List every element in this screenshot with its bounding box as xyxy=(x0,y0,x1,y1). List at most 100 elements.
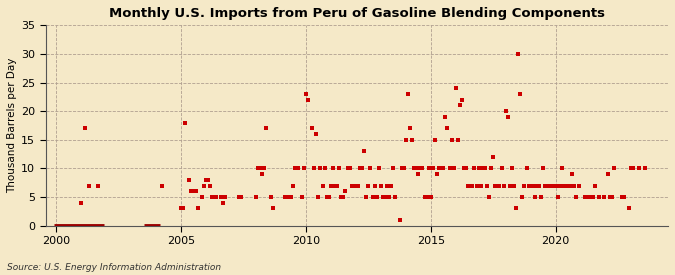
Point xyxy=(513,52,524,56)
Point xyxy=(211,195,222,199)
Point xyxy=(506,166,517,170)
Point xyxy=(548,183,559,188)
Point xyxy=(625,166,636,170)
Point xyxy=(198,183,209,188)
Point xyxy=(588,195,599,199)
Point xyxy=(463,183,474,188)
Point xyxy=(365,166,376,170)
Point xyxy=(317,183,328,188)
Point xyxy=(338,195,349,199)
Point xyxy=(477,166,488,170)
Point xyxy=(205,183,215,188)
Point xyxy=(552,195,563,199)
Point xyxy=(509,183,520,188)
Point xyxy=(176,206,186,211)
Point xyxy=(450,86,461,90)
Point xyxy=(313,195,324,199)
Point xyxy=(609,166,620,170)
Point xyxy=(484,195,495,199)
Point xyxy=(598,195,609,199)
Point xyxy=(331,183,342,188)
Point xyxy=(300,92,311,96)
Point xyxy=(511,206,522,211)
Point xyxy=(459,166,470,170)
Point xyxy=(325,183,336,188)
Point xyxy=(336,195,347,199)
Point xyxy=(202,178,213,182)
Point xyxy=(559,183,570,188)
Point xyxy=(456,98,467,102)
Point xyxy=(419,195,430,199)
Point xyxy=(634,166,645,170)
Point xyxy=(361,195,372,199)
Text: Source: U.S. Energy Information Administration: Source: U.S. Energy Information Administ… xyxy=(7,263,221,272)
Point xyxy=(207,195,217,199)
Point xyxy=(284,195,295,199)
Point xyxy=(371,195,382,199)
Point xyxy=(469,166,480,170)
Point xyxy=(461,166,472,170)
Point xyxy=(261,126,272,131)
Point xyxy=(157,183,167,188)
Point xyxy=(604,195,615,199)
Point xyxy=(567,172,578,176)
Point xyxy=(475,183,486,188)
Point xyxy=(421,195,432,199)
Point xyxy=(394,218,405,222)
Point xyxy=(309,166,320,170)
Point xyxy=(431,172,442,176)
Point xyxy=(369,183,380,188)
Point xyxy=(252,166,263,170)
Point xyxy=(286,195,297,199)
Point xyxy=(515,92,526,96)
Point xyxy=(479,166,490,170)
Point xyxy=(292,166,303,170)
Point xyxy=(346,183,357,188)
Point xyxy=(290,166,301,170)
Point xyxy=(400,138,411,142)
Point xyxy=(402,92,413,96)
Point xyxy=(217,200,228,205)
Point xyxy=(373,166,384,170)
Point xyxy=(356,166,367,170)
Point xyxy=(215,195,226,199)
Point xyxy=(377,195,388,199)
Point xyxy=(521,166,532,170)
Point xyxy=(492,183,503,188)
Point xyxy=(381,183,392,188)
Point xyxy=(519,183,530,188)
Point xyxy=(454,103,465,108)
Point xyxy=(540,183,551,188)
Point xyxy=(573,183,584,188)
Point xyxy=(569,183,580,188)
Point xyxy=(315,166,326,170)
Point xyxy=(340,189,351,194)
Point xyxy=(259,166,270,170)
Point xyxy=(584,195,595,199)
Point xyxy=(534,183,545,188)
Point xyxy=(281,195,292,199)
Y-axis label: Thousand Barrels per Day: Thousand Barrels per Day xyxy=(7,58,17,193)
Point xyxy=(219,195,230,199)
Point xyxy=(396,166,407,170)
Point xyxy=(348,183,359,188)
Point xyxy=(267,206,278,211)
Point xyxy=(640,166,651,170)
Point xyxy=(504,183,515,188)
Point xyxy=(554,183,565,188)
Point xyxy=(440,115,451,119)
Point xyxy=(342,166,353,170)
Point xyxy=(502,115,513,119)
Point xyxy=(386,183,397,188)
Point xyxy=(327,166,338,170)
Point xyxy=(427,166,438,170)
Point xyxy=(323,195,334,199)
Point xyxy=(417,166,428,170)
Point xyxy=(306,126,317,131)
Point xyxy=(415,166,426,170)
Point xyxy=(438,166,449,170)
Point xyxy=(531,183,542,188)
Point xyxy=(379,195,390,199)
Point xyxy=(250,195,261,199)
Point xyxy=(298,166,309,170)
